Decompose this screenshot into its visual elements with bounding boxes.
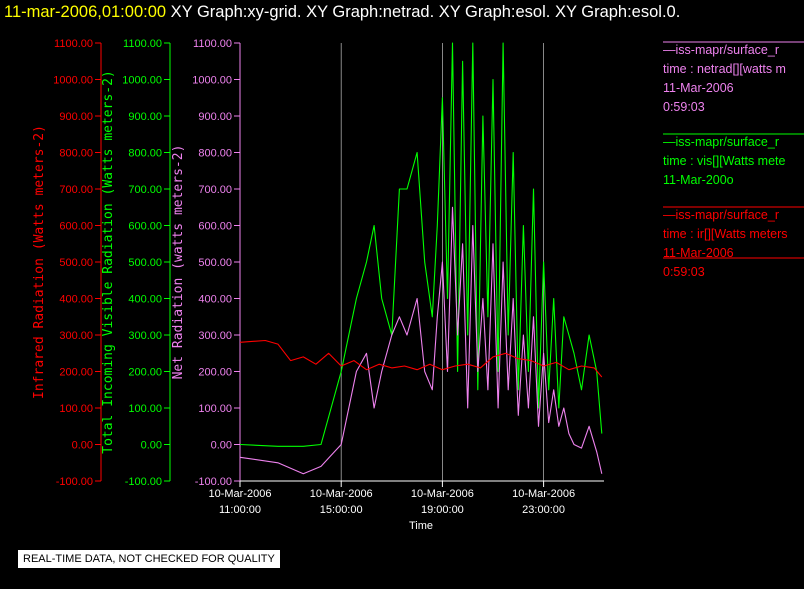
net-tick-label: 1000.00 [192, 75, 232, 87]
ir-tick-label: 700.00 [59, 184, 93, 196]
x-tick-date: 10-Mar-2006 [310, 488, 373, 500]
legend-line: time : ir[][Watts meters [663, 227, 788, 241]
net-tick-label: 400.00 [198, 294, 232, 306]
vis-tick-label: 800.00 [128, 148, 162, 160]
vis-tick-label: 0.00 [141, 440, 162, 452]
x-tick-time: 19:00:00 [421, 504, 464, 516]
ir-tick-label: 0.00 [72, 440, 93, 452]
ir-tick-label: 500.00 [59, 257, 93, 269]
ir-tick-label: 200.00 [59, 367, 93, 379]
quality-disclaimer: REAL-TIME DATA, NOT CHECKED FOR QUALITY [18, 550, 280, 568]
title-graphs: XY Graph:xy-grid. XY Graph:netrad. XY Gr… [170, 3, 681, 21]
net-series-line [239, 206, 603, 475]
net-tick-label: 0.00 [211, 440, 232, 452]
vis-tick-label: 900.00 [128, 111, 162, 123]
net-tick-label: 500.00 [198, 257, 232, 269]
vis-tick-label: 300.00 [128, 330, 162, 342]
legend-line: —iss-mapr/surface_r [663, 43, 779, 57]
ir-tick-label: 1000.00 [53, 75, 93, 87]
net-tick-label: -100.00 [195, 476, 232, 488]
vis-tick-label: 700.00 [128, 184, 162, 196]
x-tick-time: 15:00:00 [320, 504, 363, 516]
ir-tick-label: 300.00 [59, 330, 93, 342]
ir-tick-label: 800.00 [59, 148, 93, 160]
vis-tick-label: 400.00 [128, 294, 162, 306]
ir-axis-title: Infrared Radiation (Watts meters-2) [32, 125, 47, 399]
vis-tick-label: 1000.00 [122, 75, 162, 87]
legend-line: —iss-mapr/surface_r [663, 135, 779, 149]
vis-series-line [239, 42, 603, 447]
ir-tick-label: 400.00 [59, 294, 93, 306]
title-date: 11-mar-2006,01:00:00 [4, 3, 167, 21]
net-tick-label: 800.00 [198, 148, 232, 160]
ir-tick-label: 900.00 [59, 111, 93, 123]
legend-line: 0:59:03 [663, 100, 705, 114]
net-tick-label: 200.00 [198, 367, 232, 379]
legend-line: time : netrad[][watts m [663, 62, 786, 76]
x-tick-time: 11:00:00 [219, 504, 261, 516]
vis-tick-label: -100.00 [125, 476, 162, 488]
ir-tick-label: 100.00 [59, 403, 93, 415]
legend-line: 11-Mar-2006 [663, 246, 734, 260]
vis-tick-label: 200.00 [128, 367, 162, 379]
net-tick-label: 100.00 [198, 403, 232, 415]
ir-tick-label: -100.00 [56, 476, 93, 488]
net-tick-label: 900.00 [198, 111, 232, 123]
vis-tick-label: 100.00 [128, 403, 162, 415]
legend-line: 0:59:03 [663, 265, 705, 279]
net-tick-label: 600.00 [198, 221, 232, 233]
legend-line: time : vis[][Watts mete [663, 154, 786, 168]
vis-tick-label: 600.00 [128, 221, 162, 233]
vis-tick-label: 1100.00 [123, 38, 162, 50]
vis-axis-title: Total Incoming Visible Radiation (Watts … [101, 70, 116, 454]
ir-series-line [239, 339, 603, 378]
legend-line: 11-Mar-2006 [663, 81, 734, 95]
window-title: 11-mar-2006,01:00:00 XY Graph:xy-grid. X… [4, 3, 680, 22]
x-tick-time: 23:00:00 [522, 504, 565, 516]
ir-tick-label: 1100.00 [54, 38, 93, 50]
ir-tick-label: 600.00 [59, 221, 93, 233]
vis-tick-label: 500.00 [128, 257, 162, 269]
net-axis-title: Net Radiation (watts meters-2) [171, 145, 186, 380]
x-tick-date: 10-Mar-2006 [209, 488, 272, 500]
net-tick-label: 300.00 [198, 330, 232, 342]
x-tick-date: 10-Mar-2006 [512, 488, 575, 500]
legend-line: 11-Mar-200o [663, 173, 734, 187]
legend-line: —iss-mapr/surface_r [663, 208, 779, 222]
net-tick-label: 1100.00 [193, 38, 232, 50]
net-tick-label: 700.00 [198, 184, 232, 196]
x-axis-title: Time [409, 520, 433, 532]
x-tick-date: 10-Mar-2006 [411, 488, 474, 500]
